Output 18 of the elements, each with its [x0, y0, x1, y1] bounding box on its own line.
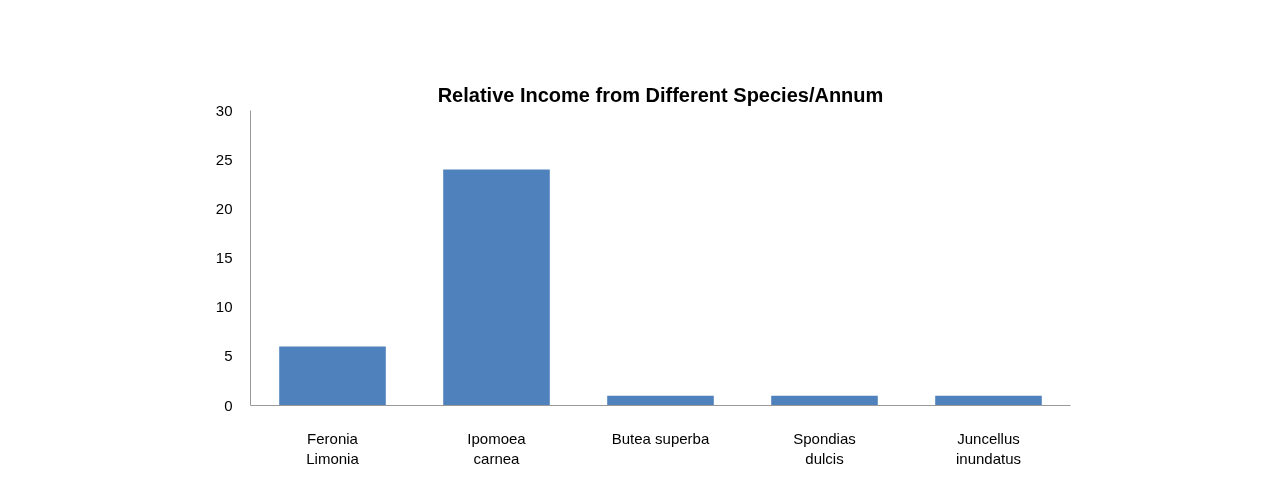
bar [771, 395, 878, 406]
y-tick-label: 0 [224, 396, 233, 414]
y-tick-label: 20 [215, 199, 233, 217]
bar [443, 169, 550, 406]
chart-title: Relative Income from Different Species/Annum [437, 83, 884, 106]
x-tick-label: Juncellus inundatus [955, 429, 1022, 467]
y-tick-label: 30 [215, 101, 233, 119]
bar [279, 346, 386, 406]
x-tick-label: Ipomoea carnea [467, 429, 527, 467]
y-tick-label: 10 [215, 298, 233, 316]
bar [607, 395, 714, 406]
y-tick-label: 15 [215, 249, 233, 266]
y-tick-label: 25 [215, 150, 233, 168]
y-tick-label: 5 [224, 347, 233, 365]
bar [935, 395, 1042, 406]
x-tick-label: Butea superba [611, 429, 710, 447]
x-tick-label: Feronia Limonia [306, 429, 360, 467]
x-tick-label: Spondias dulcis [793, 429, 856, 467]
